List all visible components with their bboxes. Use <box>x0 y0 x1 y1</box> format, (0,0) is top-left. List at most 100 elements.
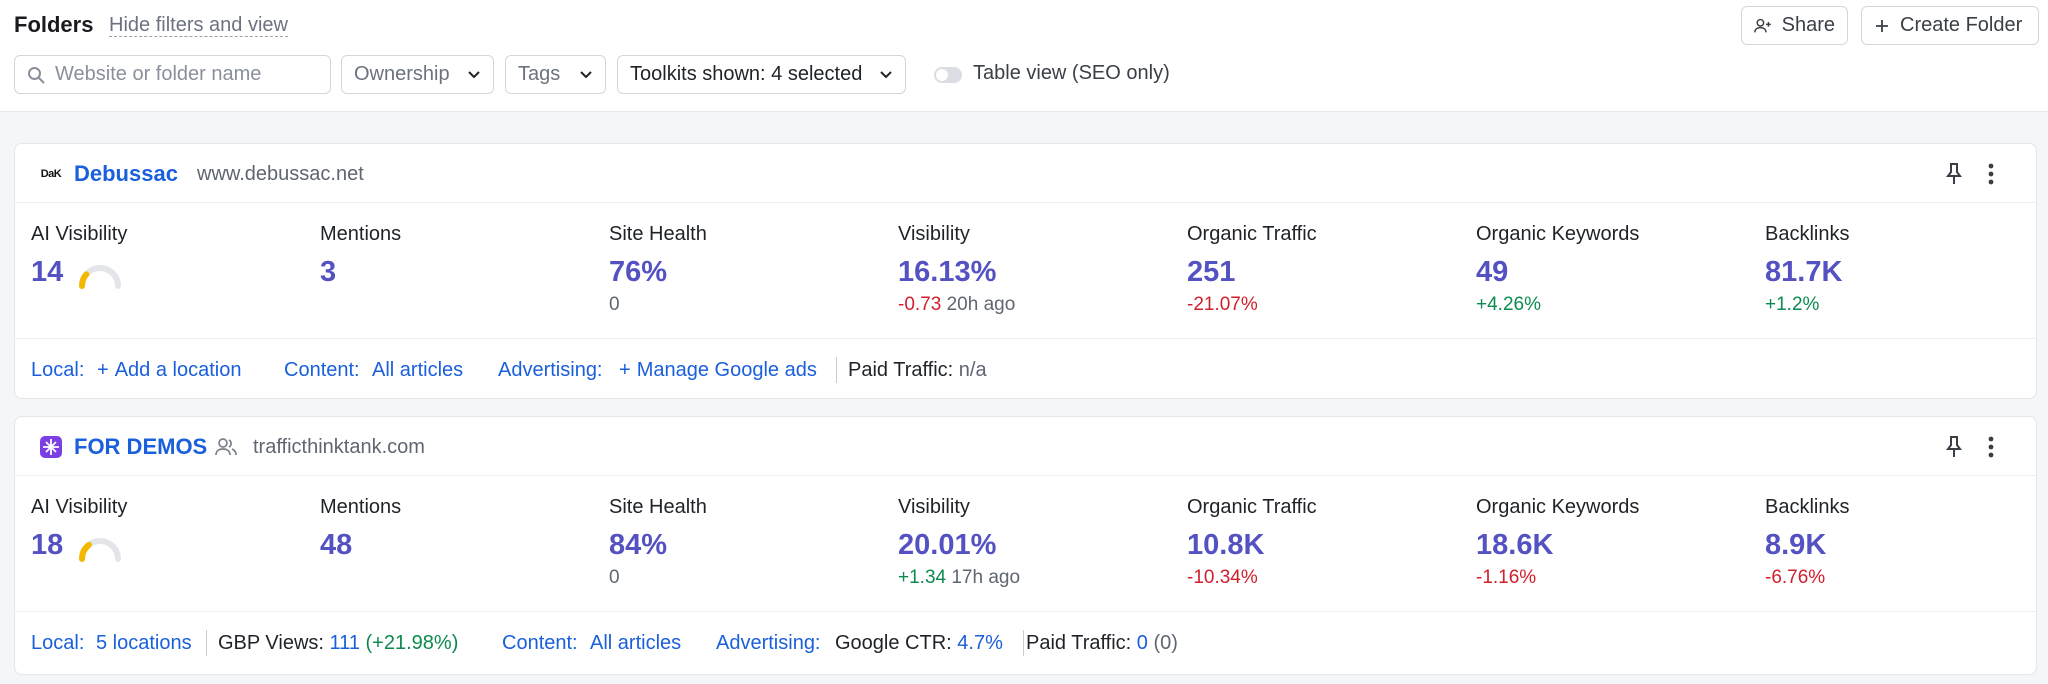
toolkits-dropdown[interactable]: Toolkits shown: 4 selected <box>617 55 906 94</box>
divider <box>836 357 837 383</box>
ownership-label: Ownership <box>354 63 450 85</box>
content-label: Content: <box>284 359 360 381</box>
metric-value: 76% <box>609 256 668 288</box>
content-link[interactable]: All articles <box>590 632 682 654</box>
metric-value: 8.9K <box>1765 529 1827 561</box>
metric-sub: 0 <box>609 567 620 588</box>
local-label: Local: <box>31 632 85 654</box>
filter-bar: Ownership Tags Toolkits shown: 4 selecte… <box>0 55 2048 95</box>
metric-value: 3 <box>320 256 337 288</box>
paid-traffic-value: n/a <box>958 359 987 381</box>
project-card: FOR DEMOS trafficthinktank.com AI Visibi… <box>14 416 2037 675</box>
plus-icon: + <box>97 359 109 381</box>
project-name[interactable]: Debussac <box>74 161 178 186</box>
paid-traffic-extra: (0) <box>1153 632 1178 654</box>
project-name[interactable]: FOR DEMOS <box>74 434 208 459</box>
search-box[interactable] <box>14 55 331 94</box>
project-header: FOR DEMOS trafficthinktank.com <box>15 417 2036 476</box>
project-header: DaK Debussac www.debussac.net <box>15 144 2036 203</box>
chevron-down-icon <box>880 70 892 78</box>
metric-label: Backlinks <box>1765 223 1850 245</box>
plus-icon <box>1876 19 1888 32</box>
metric-label: Mentions <box>320 496 402 518</box>
metric-label: Visibility <box>898 223 970 245</box>
paid-traffic: Paid Traffic: 0 (0) <box>1026 632 1178 655</box>
shared-users-icon <box>215 438 237 456</box>
local-label: Local: <box>31 359 85 381</box>
create-folder-label: Create Folder <box>1900 14 2023 36</box>
divider <box>1023 630 1024 656</box>
metric-label: Organic Traffic <box>1187 223 1317 245</box>
gbp-views-label: GBP Views: <box>218 632 324 654</box>
project-footer: Local: 5 locations GBP Views: 111 (+21.9… <box>15 613 2036 673</box>
metric-value: 84% <box>609 529 668 561</box>
paid-traffic: Paid Traffic: n/a <box>848 359 987 382</box>
pin-icon[interactable] <box>1944 162 1964 186</box>
table-view-label: Table view (SEO only) <box>973 62 1170 84</box>
ownership-dropdown[interactable]: Ownership <box>341 55 494 94</box>
table-view-toggle[interactable] <box>934 67 962 83</box>
toolkits-label: Toolkits shown: 4 selected <box>630 63 863 85</box>
metric-delta: -6.76% <box>1765 567 1826 588</box>
metric-value: 20.01% <box>898 529 997 561</box>
content-link[interactable]: All articles <box>372 359 464 381</box>
share-button[interactable]: Share <box>1741 6 1848 45</box>
project-footer: Local: + Add a location Content: All arti… <box>15 340 2036 400</box>
search-input[interactable] <box>55 63 315 86</box>
project-domain[interactable]: www.debussac.net <box>197 163 364 185</box>
project-logo <box>39 435 63 459</box>
metric-label: Visibility <box>898 496 970 518</box>
metric-delta: +1.2% <box>1765 294 1820 315</box>
metric-label: Organic Keywords <box>1476 496 1640 518</box>
share-label: Share <box>1781 14 1835 36</box>
metric-delta: +1.34 <box>898 567 947 588</box>
plus-icon: + <box>619 359 631 381</box>
metric-label: AI Visibility <box>31 496 128 518</box>
metrics-row: AI Visibility 18 Mentions 48 Site Health… <box>15 476 2036 612</box>
folders-header: Folders Hide filters and view Share Crea… <box>0 0 2048 112</box>
advertising-label: Advertising: <box>716 632 821 654</box>
metric-label: Mentions <box>320 223 402 245</box>
gbp-views: GBP Views: 111 (+21.98%) <box>218 632 458 655</box>
manage-ads-link[interactable]: + Manage Google ads <box>619 359 817 382</box>
metric-label: AI Visibility <box>31 223 128 245</box>
metric-label: Site Health <box>609 496 707 518</box>
metric-delta-line: +1.34 17h ago <box>898 567 1020 589</box>
more-options-icon[interactable] <box>1987 162 1995 186</box>
chevron-down-icon <box>580 70 592 78</box>
metric-value: 18 <box>31 529 64 561</box>
add-location-link[interactable]: + Add a location <box>97 359 241 382</box>
add-location-label: Add a location <box>114 359 242 381</box>
paid-traffic-value[interactable]: 0 <box>1136 632 1148 654</box>
metric-time: 20h ago <box>946 294 1016 315</box>
logo-text: DaK <box>40 168 62 180</box>
metric-label: Site Health <box>609 223 707 245</box>
divider <box>206 630 207 656</box>
ai-visibility-gauge <box>79 538 121 562</box>
google-ctr-value[interactable]: 4.7% <box>957 632 1003 654</box>
pin-icon[interactable] <box>1944 435 1964 459</box>
tags-label: Tags <box>518 63 561 85</box>
metric-delta: -0.73 <box>898 294 942 315</box>
locations-link[interactable]: 5 locations <box>96 632 192 654</box>
paid-traffic-label: Paid Traffic: <box>848 359 954 381</box>
gbp-views-value[interactable]: 111 <box>329 632 360 654</box>
tags-dropdown[interactable]: Tags <box>505 55 606 94</box>
more-options-icon[interactable] <box>1987 435 1995 459</box>
metric-label: Organic Keywords <box>1476 223 1640 245</box>
manage-ads-label: Manage Google ads <box>636 359 817 381</box>
metric-label: Organic Traffic <box>1187 496 1317 518</box>
add-user-icon <box>1754 18 1771 32</box>
metric-value: 81.7K <box>1765 256 1843 288</box>
project-domain[interactable]: trafficthinktank.com <box>253 436 425 458</box>
logo-mark-icon <box>40 436 62 458</box>
create-folder-button[interactable]: Create Folder <box>1861 6 2039 45</box>
metric-value: 49 <box>1476 256 1509 288</box>
hide-filters-link[interactable]: Hide filters and view <box>109 14 288 37</box>
metrics-row: AI Visibility 14 Mentions 3 Site Health … <box>15 203 2036 339</box>
project-card: DaK Debussac www.debussac.net AI Visibil… <box>14 143 2037 399</box>
gbp-views-delta: (+21.98%) <box>365 632 459 654</box>
metric-time: 17h ago <box>951 567 1021 588</box>
metric-delta: -10.34% <box>1187 567 1258 588</box>
metric-delta: +4.26% <box>1476 294 1541 315</box>
